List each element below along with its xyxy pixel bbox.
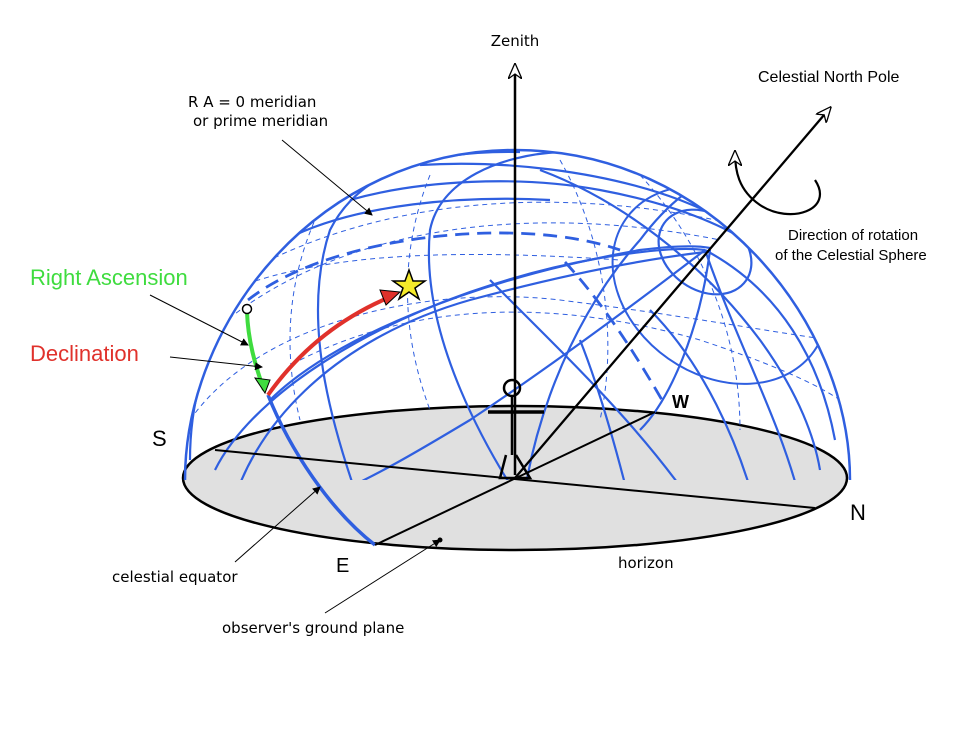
south-label: S: [152, 426, 167, 451]
declination-label: Declination: [30, 341, 139, 366]
declination-arc: [266, 295, 391, 397]
ground-plane-label: observer's ground plane: [222, 619, 404, 637]
rotation-label-line1: Direction of rotation: [788, 227, 918, 244]
rotation-label-line2: of the Celestial Sphere: [775, 247, 927, 264]
prime-meridian-point: [241, 303, 253, 315]
right-ascension-label: Right Ascension: [30, 265, 188, 290]
ra-meridian-label-line1: R A = 0 meridian: [188, 93, 316, 111]
horizon-label: horizon: [618, 554, 674, 572]
east-label: E: [336, 555, 349, 577]
west-label: W: [672, 392, 689, 412]
leader-lines: [149, 139, 441, 614]
north-label: N: [850, 500, 866, 525]
rotation-arrow: [735, 152, 822, 216]
celestial-north-pole-label: Celestial North Pole: [758, 69, 900, 86]
ra-meridian-label-line2: or prime meridian: [193, 112, 328, 130]
declination-arrowhead: [379, 289, 402, 306]
pole-axis: [514, 108, 830, 479]
celestial-equator-label: celestial equator: [112, 568, 238, 586]
celestial-equator-arc: [266, 394, 377, 547]
observer-figure: [488, 378, 544, 480]
zenith-label: Zenith: [491, 32, 540, 50]
right-ascension-arrowhead: [253, 377, 271, 395]
star-icon: [390, 267, 428, 301]
